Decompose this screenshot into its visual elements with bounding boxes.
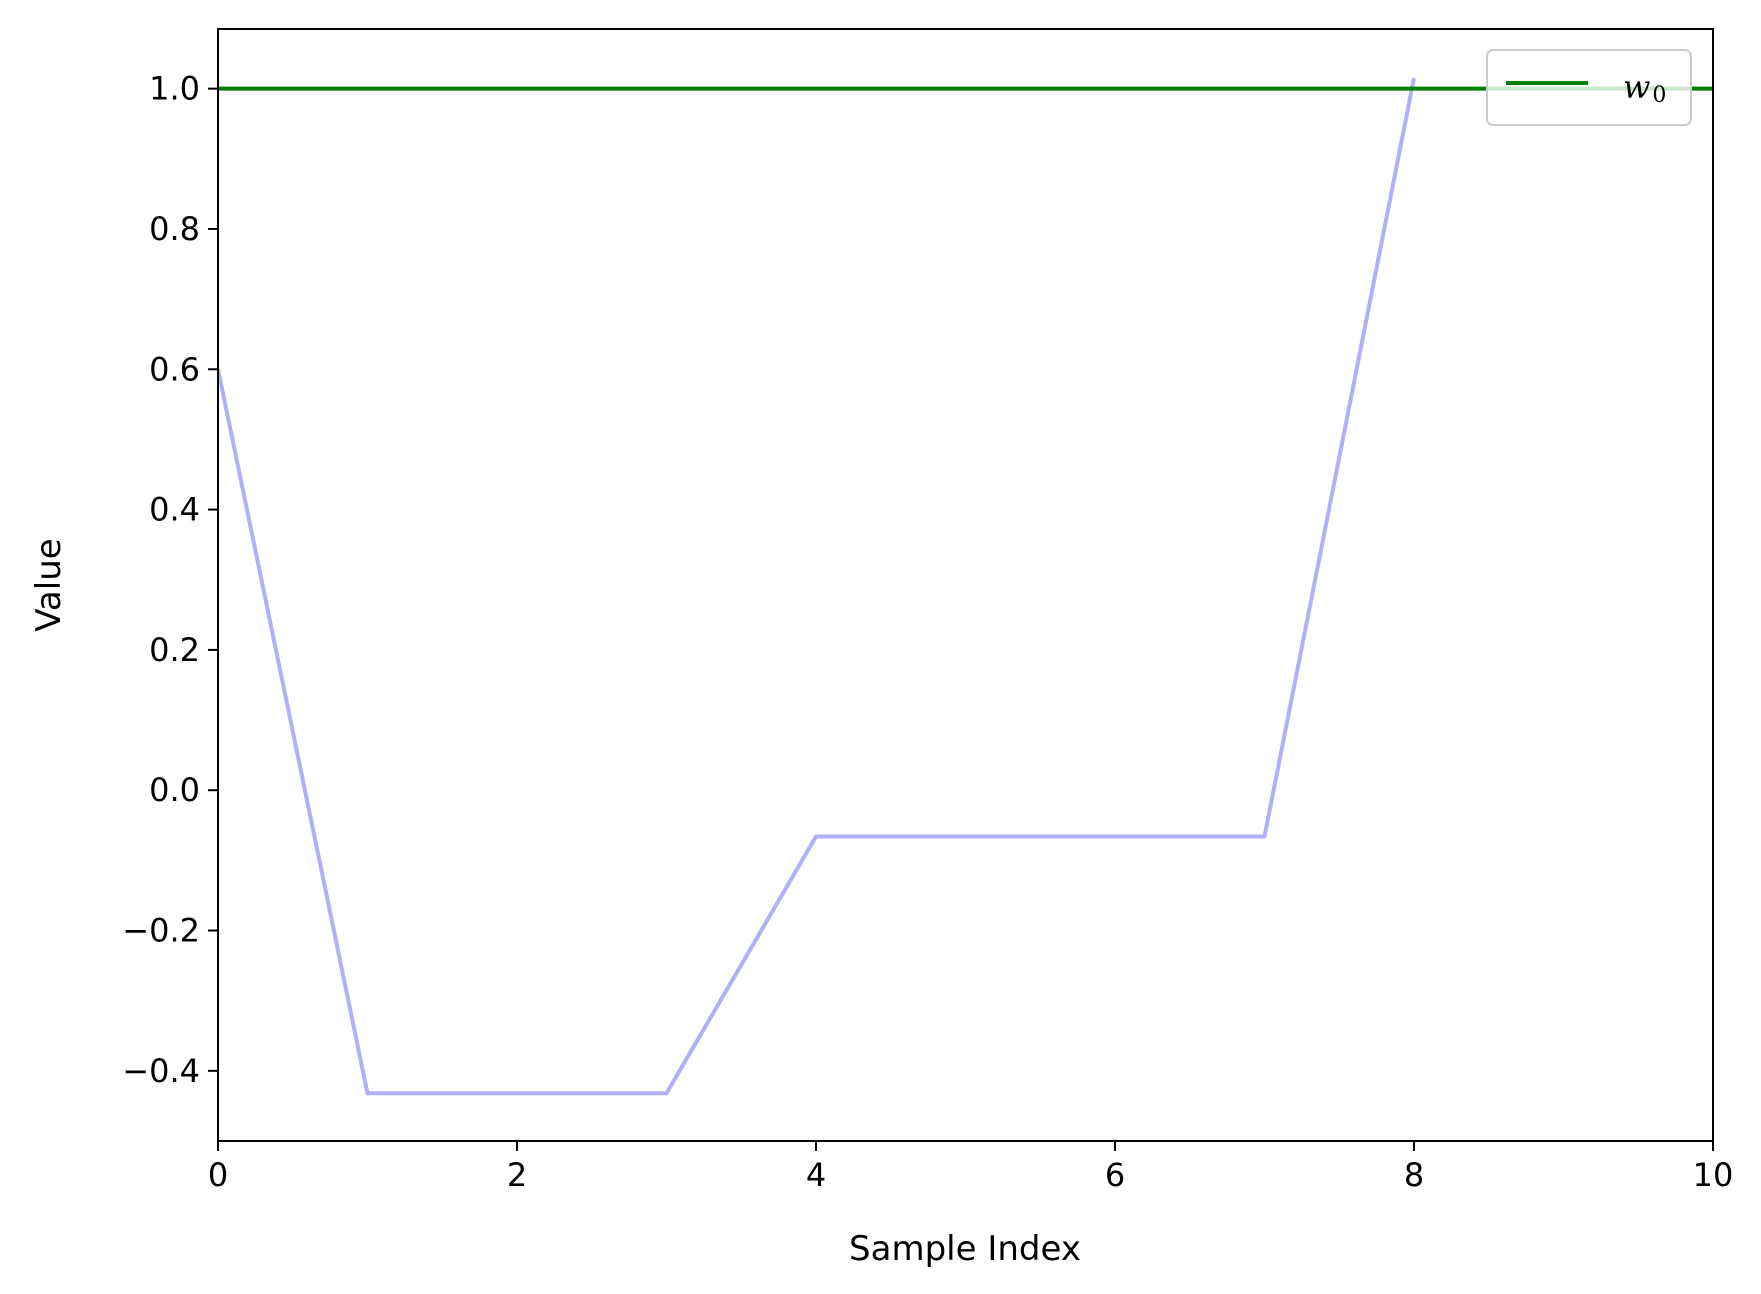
legend: w0 xyxy=(1486,49,1692,126)
y-axis-ticks: −0.4 −0.2 0.0 0.2 0.4 0.6 0.8 1.0 xyxy=(122,70,218,1090)
y-tick-label: −0.4 xyxy=(122,1052,200,1090)
legend-label-w0: w0 xyxy=(1623,68,1666,108)
series-sequence-line xyxy=(218,77,1416,1096)
x-tick-label: 0 xyxy=(208,1156,228,1194)
legend-label-subscript: 0 xyxy=(1652,83,1666,108)
y-tick-label: 0.2 xyxy=(149,631,200,669)
y-tick-label: −0.2 xyxy=(122,912,200,950)
y-tick-label: 1.0 xyxy=(149,70,200,108)
y-tick-label: 0.8 xyxy=(149,210,200,248)
legend-box xyxy=(1486,49,1692,126)
x-tick-label: 10 xyxy=(1693,1156,1734,1194)
y-axis-label: Value xyxy=(29,538,69,631)
x-tick-label: 8 xyxy=(1404,1156,1424,1194)
x-axis-label: Sample Index xyxy=(849,1229,1081,1269)
axes-frame xyxy=(217,28,1714,1142)
x-tick-label: 2 xyxy=(507,1156,527,1194)
x-tick-label: 4 xyxy=(806,1156,826,1194)
x-axis-ticks: 0 2 4 6 8 10 xyxy=(208,1141,1734,1194)
y-tick-label: 0.6 xyxy=(149,350,200,388)
plot-area xyxy=(218,77,1713,1096)
y-tick-label: 0.4 xyxy=(149,491,200,529)
x-tick-label: 6 xyxy=(1105,1156,1125,1194)
legend-label-main: w xyxy=(1623,68,1650,106)
y-tick-label: 0.0 xyxy=(149,771,200,809)
series-layer xyxy=(218,77,1713,1096)
